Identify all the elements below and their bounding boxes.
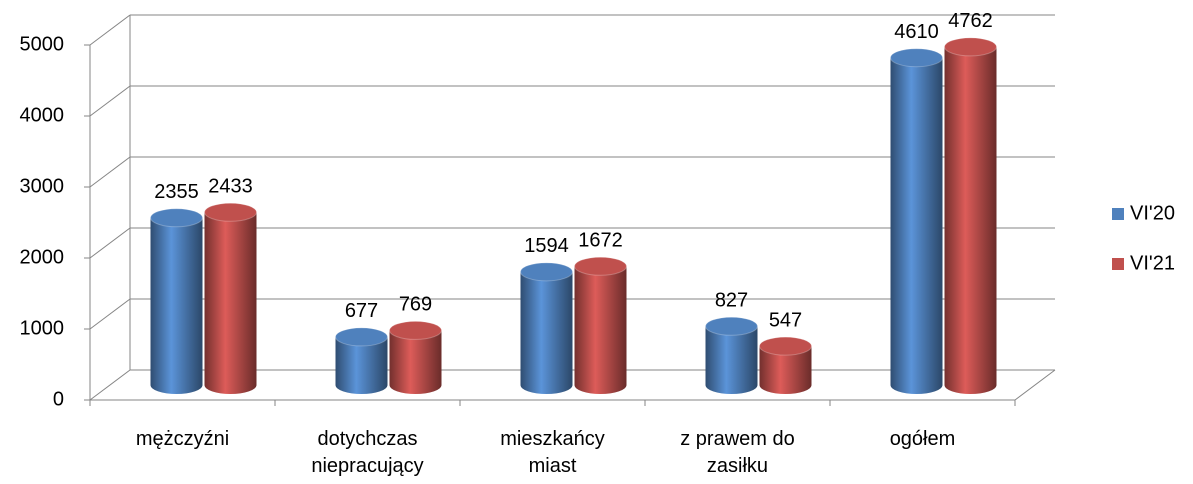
data-label: 1594: [524, 235, 569, 257]
cylinder-body: [705, 326, 758, 394]
bar: [204, 202, 257, 394]
legend-label: VI'21: [1130, 252, 1175, 274]
cylinder-body: [150, 217, 203, 394]
x-tick-label: mężczyźni: [136, 428, 229, 450]
cylinder-top: [520, 262, 573, 282]
data-label: 4610: [894, 21, 939, 43]
cylinder-body: [890, 57, 943, 394]
data-label: 1672: [578, 230, 623, 252]
y-tick-label: 4000: [20, 104, 65, 126]
cylinder-body: [759, 346, 812, 394]
bar: [574, 256, 627, 394]
grid-line-side: [89, 85, 131, 117]
x-tick-label: ogółem: [890, 428, 956, 450]
data-label: 4762: [948, 10, 993, 32]
y-tick-label: 0: [53, 388, 64, 410]
cylinder-top: [574, 256, 627, 276]
cylinder-top: [335, 327, 388, 347]
label-line: z prawem do: [680, 428, 795, 450]
y-tick-label: 1000: [20, 317, 65, 339]
bar: [944, 37, 997, 394]
cylinder-top: [890, 48, 943, 68]
bar: [890, 48, 943, 394]
bar: [520, 262, 573, 394]
bar: [150, 208, 203, 394]
cylinder-body: [204, 212, 257, 394]
cylinder-top: [150, 208, 203, 228]
cylinder-top: [204, 202, 257, 222]
cylinder-top: [759, 336, 812, 356]
floor-right: [1014, 369, 1056, 401]
x-tick-label: dotychczas niepracujący: [311, 428, 423, 477]
y-tick-label: 3000: [20, 175, 65, 197]
label-line: niepracujący: [311, 455, 423, 477]
grid-line-side: [89, 14, 131, 46]
data-label: 547: [769, 309, 802, 331]
cylinder-top: [705, 316, 758, 336]
bar: [759, 336, 812, 394]
cylinder-body: [574, 266, 627, 394]
bar: [335, 327, 388, 394]
label-line: miast: [529, 455, 577, 477]
cylinder-top: [389, 320, 442, 340]
grid-line-side: [89, 156, 131, 188]
y-tick-label: 5000: [20, 33, 65, 55]
label-line: dotychczas: [317, 428, 417, 450]
cylinder-body: [944, 46, 997, 394]
label-line: ogółem: [890, 428, 956, 450]
x-tick-label: mieszkańcy miast: [500, 428, 604, 477]
y-tick-label: 2000: [20, 246, 65, 268]
legend-label: VI'20: [1130, 202, 1175, 224]
bar: [389, 320, 442, 394]
label-line: zasiłku: [707, 455, 768, 477]
label-line: mieszkańcy: [500, 428, 604, 450]
grid-line-side: [89, 227, 131, 259]
legend-swatch: [1112, 258, 1124, 270]
data-label: 827: [715, 290, 748, 312]
data-label: 677: [345, 300, 378, 322]
grid-line-side: [89, 369, 131, 401]
x-tick-label: z prawem do zasiłku: [680, 428, 795, 477]
cylinder-top: [944, 37, 997, 57]
cylinder-body: [520, 271, 573, 394]
data-label: 2355: [154, 181, 199, 203]
grid-line-side: [89, 298, 131, 330]
legend-swatch: [1112, 208, 1124, 220]
bar: [705, 316, 758, 394]
label-line: mężczyźni: [136, 428, 229, 450]
cylinder-body: [389, 330, 442, 394]
cylinder-body: [335, 336, 388, 394]
data-label: 769: [399, 294, 432, 316]
data-label: 2433: [208, 176, 253, 198]
